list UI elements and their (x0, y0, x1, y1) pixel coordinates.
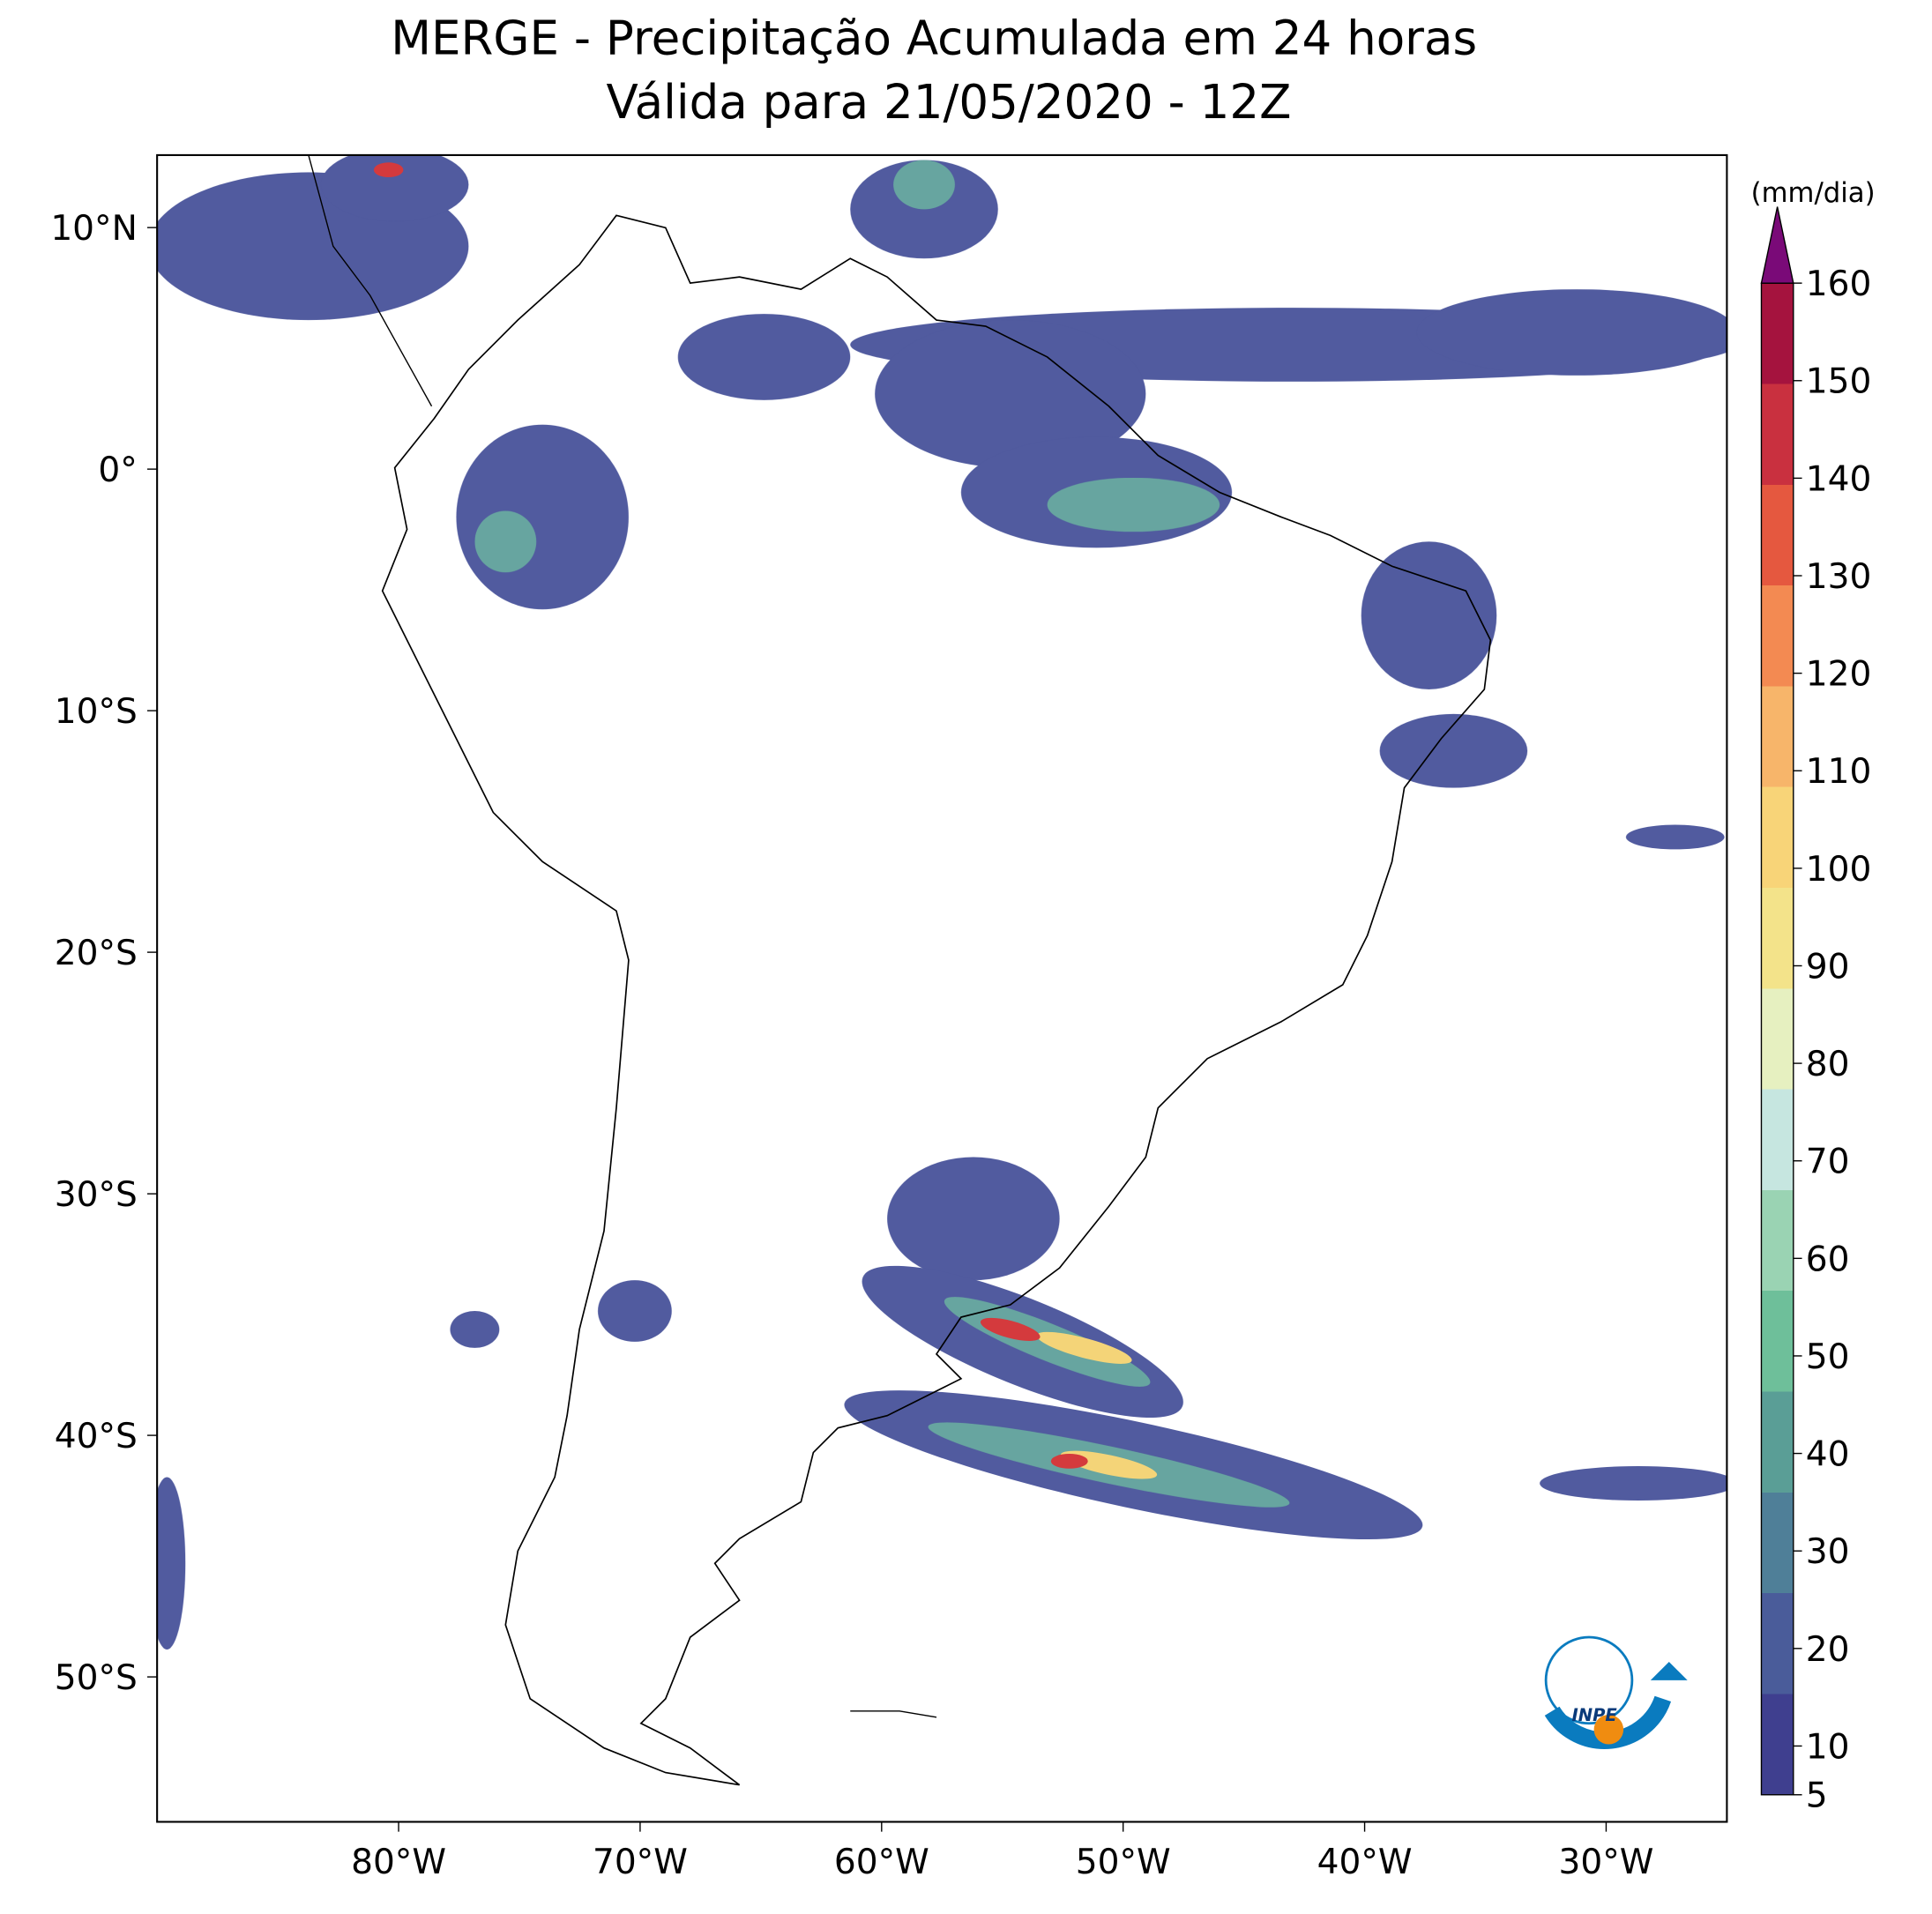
y-tick-label: 0° (98, 451, 137, 490)
x-tick-label: 70°W (593, 1843, 688, 1882)
colorbar-tick-label: 80 (1806, 1045, 1850, 1084)
colorbar-tick-label: 10 (1806, 1727, 1850, 1767)
colorbar-tick-label: 5 (1806, 1776, 1828, 1816)
title: MERGE - Precipitação Acumulada em 24 hor… (391, 11, 1477, 65)
map-frame (156, 153, 1728, 1823)
colorbar-tick-label: 60 (1806, 1240, 1850, 1279)
colorbar-tick-label: 50 (1806, 1337, 1850, 1377)
colorbar-tick-label: 90 (1806, 947, 1850, 987)
colorbar-tick-label: 160 (1806, 264, 1872, 304)
y-tick-label: 40°S (55, 1417, 138, 1456)
y-tick-label: 10°N (50, 209, 138, 249)
logo-text: INPE (1571, 1705, 1617, 1725)
precipitation-layer (157, 154, 1727, 1786)
logo: INPE (1544, 1635, 1688, 1749)
y-tick-label: 30°S (55, 1175, 138, 1215)
y-tick-label: 10°S (55, 692, 138, 732)
colorbar-extend (1760, 206, 1794, 284)
colorbar-tick-label: 70 (1806, 1143, 1850, 1182)
y-tick-label: 20°S (55, 934, 138, 973)
x-tick-label: 40°W (1317, 1843, 1413, 1882)
y-tick-label: 50°S (55, 1658, 138, 1698)
subtitle: Válida para 21/05/2020 - 12Z (606, 75, 1291, 130)
x-tick-label: 30°W (1558, 1843, 1653, 1882)
x-tick-label: 80°W (351, 1843, 446, 1882)
colorbar-tick-label: 140 (1806, 459, 1872, 499)
colorbar-tick-label: 120 (1806, 655, 1872, 695)
colorbar-tick-label: 40 (1806, 1435, 1850, 1475)
colorbar-tick-label: 20 (1806, 1630, 1850, 1670)
colorbar-label: (mm/dia) (1751, 177, 1876, 209)
colorbar-tick-label: 130 (1806, 557, 1872, 597)
colorbar-tick-label: 110 (1806, 752, 1872, 792)
colorbar-tick-label: 100 (1806, 850, 1872, 890)
colorbar-tick-label: 30 (1806, 1532, 1850, 1572)
x-tick-label: 60°W (834, 1843, 929, 1882)
colorbar-tick-label: 150 (1806, 362, 1872, 402)
x-tick-label: 50°W (1076, 1843, 1171, 1882)
colorbar (1760, 282, 1794, 1796)
